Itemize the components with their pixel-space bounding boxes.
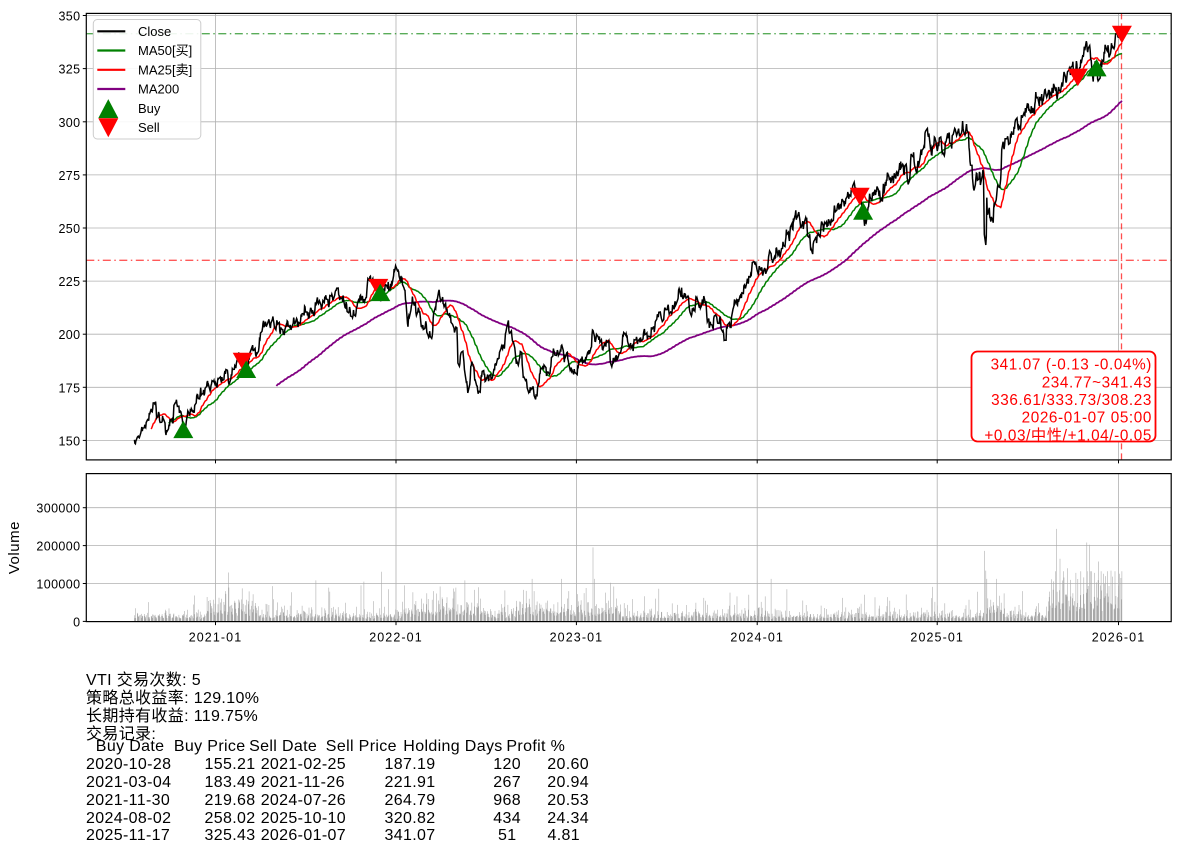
svg-text:2022-01: 2022-01	[369, 631, 423, 645]
svg-text:MA25[卖]: MA25[卖]	[138, 63, 192, 78]
svg-text:200000: 200000	[36, 540, 80, 554]
svg-text:Sell: Sell	[138, 120, 160, 135]
svg-text:225: 225	[58, 275, 80, 289]
svg-text:200: 200	[58, 328, 80, 342]
svg-text:175: 175	[58, 381, 80, 395]
svg-text:0: 0	[73, 615, 80, 629]
svg-text:341.07 (-0.13 -0.04%): 341.07 (-0.13 -0.04%)	[991, 357, 1152, 374]
svg-text:2026-01: 2026-01	[1092, 631, 1146, 645]
svg-text:2025-01: 2025-01	[910, 631, 964, 645]
svg-text:100000: 100000	[36, 578, 80, 592]
svg-text:325: 325	[58, 63, 80, 77]
svg-text:Buy: Buy	[138, 101, 161, 116]
svg-text:2024-01: 2024-01	[730, 631, 784, 645]
svg-text:300000: 300000	[36, 502, 80, 516]
svg-text:275: 275	[58, 169, 80, 183]
svg-text:MA50[买]: MA50[买]	[138, 43, 192, 58]
svg-text:Volume: Volume	[6, 521, 23, 574]
svg-text:+0.03/中性/+1.04/-0.05: +0.03/中性/+1.04/-0.05	[984, 427, 1152, 444]
svg-text:250: 250	[58, 222, 80, 236]
svg-text:350: 350	[58, 10, 80, 24]
svg-text:Close: Close	[138, 24, 171, 39]
svg-text:150: 150	[58, 434, 80, 448]
svg-text:2023-01: 2023-01	[550, 631, 604, 645]
svg-text:336.61/333.73/308.23: 336.61/333.73/308.23	[991, 392, 1152, 409]
svg-text:2026-01-07 05:00: 2026-01-07 05:00	[1022, 410, 1152, 427]
svg-text:MA200: MA200	[138, 82, 179, 97]
svg-text:300: 300	[58, 116, 80, 130]
svg-text:2021-01: 2021-01	[189, 631, 243, 645]
svg-text:234.77~341.43: 234.77~341.43	[1042, 374, 1152, 391]
